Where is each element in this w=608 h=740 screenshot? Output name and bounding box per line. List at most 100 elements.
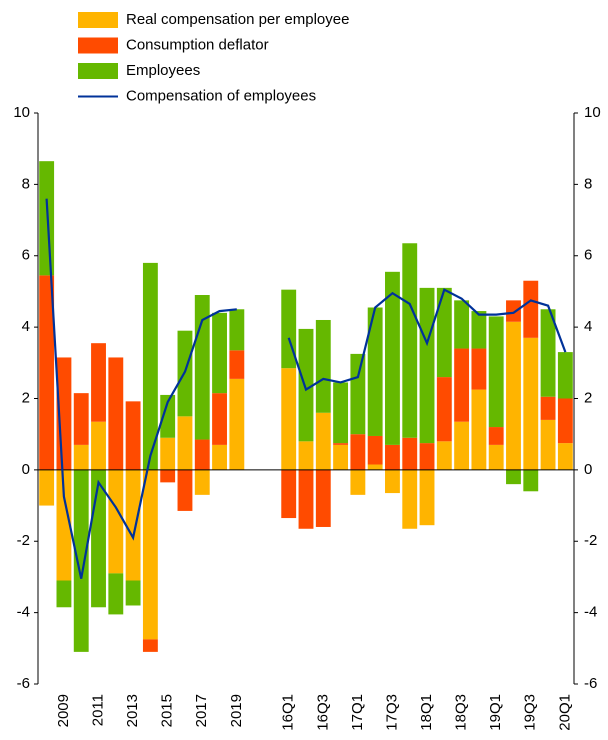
bar <box>402 437 418 470</box>
bar <box>436 287 452 378</box>
legend-label: Employees <box>126 62 200 79</box>
bar <box>523 280 539 338</box>
bar <box>160 394 176 438</box>
bar <box>471 348 487 390</box>
bar <box>454 348 470 422</box>
bar <box>125 580 141 606</box>
bar <box>73 469 89 652</box>
bar <box>333 382 349 444</box>
bar <box>125 469 141 581</box>
bar <box>298 441 314 470</box>
bar <box>194 469 210 495</box>
bar <box>419 469 435 526</box>
y2-tick-label: 0 <box>584 461 592 478</box>
bar <box>557 443 573 470</box>
bar <box>367 464 383 470</box>
x-tick-label: 19Q3 <box>522 694 539 731</box>
bar <box>56 580 72 608</box>
bar <box>212 393 227 445</box>
bar <box>298 328 314 442</box>
bar <box>39 469 55 506</box>
bar <box>73 444 89 470</box>
bar <box>142 469 158 640</box>
legend-swatch <box>78 37 118 54</box>
y-tick-label: 2 <box>22 389 30 406</box>
bar <box>91 343 106 422</box>
bar <box>506 321 521 470</box>
y2-tick-label: 8 <box>584 175 592 192</box>
x-tick-label: 17Q1 <box>349 694 366 731</box>
bar <box>91 421 106 470</box>
y-tick-label: -4 <box>17 604 30 621</box>
y2-tick-label: 2 <box>584 389 592 406</box>
bar <box>488 427 504 445</box>
x-tick-label: 2017 <box>193 694 210 727</box>
y2-tick-label: 10 <box>584 104 601 121</box>
bar <box>108 573 124 615</box>
x-tick-label: 2013 <box>124 694 141 727</box>
legend-swatch <box>78 12 118 28</box>
bar <box>212 444 227 470</box>
bar <box>142 262 158 470</box>
legend-swatch <box>78 63 118 79</box>
x-tick-label: 2009 <box>55 694 72 727</box>
bar <box>160 469 176 483</box>
y2-tick-label: 6 <box>584 247 592 264</box>
bar <box>160 437 176 470</box>
bar <box>557 398 573 444</box>
bar <box>540 309 556 397</box>
bar <box>212 312 227 394</box>
bar <box>557 352 573 399</box>
x-tick-label: 16Q3 <box>314 694 331 731</box>
bar <box>177 416 193 470</box>
bar <box>454 421 470 470</box>
bar <box>471 311 487 349</box>
x-tick-label: 2019 <box>228 694 245 727</box>
bar <box>506 300 521 322</box>
bar <box>281 368 297 470</box>
bar <box>108 469 124 574</box>
legend-label: Consumption deflator <box>126 36 269 53</box>
bar <box>436 377 452 442</box>
y-tick-label: 0 <box>22 461 30 478</box>
bar <box>333 443 349 445</box>
y-tick-label: 8 <box>22 175 30 192</box>
bar <box>350 469 366 495</box>
y2-tick-label: 4 <box>584 318 592 335</box>
bar <box>540 419 556 470</box>
bar <box>73 393 89 445</box>
bar <box>540 396 556 420</box>
bar <box>56 469 72 581</box>
bar <box>402 469 418 529</box>
bar <box>471 389 487 470</box>
legend-label: Real compensation per employee <box>126 11 349 28</box>
bar <box>488 444 504 470</box>
bar <box>194 439 210 470</box>
bar <box>488 316 504 428</box>
x-tick-label: 17Q3 <box>383 694 400 731</box>
bar <box>367 435 383 465</box>
x-tick-label: 16Q1 <box>280 694 297 731</box>
bar <box>229 309 245 351</box>
bar <box>402 243 418 438</box>
bar <box>385 444 400 470</box>
bar <box>315 412 331 470</box>
bar <box>523 337 539 470</box>
bar <box>385 271 400 445</box>
bar <box>125 401 141 470</box>
y2-tick-label: -2 <box>584 532 597 549</box>
bar <box>454 300 470 349</box>
bar <box>333 444 349 470</box>
bar <box>39 275 55 470</box>
y-tick-label: 4 <box>22 318 30 335</box>
y-tick-label: 10 <box>13 104 30 121</box>
bar <box>419 287 435 444</box>
bar <box>229 378 245 470</box>
bar <box>281 469 297 519</box>
x-tick-label: 19Q1 <box>487 694 504 731</box>
x-tick-label: 2011 <box>89 694 106 726</box>
bar <box>177 469 193 511</box>
bar <box>315 469 331 527</box>
bar <box>419 443 435 470</box>
bar <box>523 469 539 492</box>
